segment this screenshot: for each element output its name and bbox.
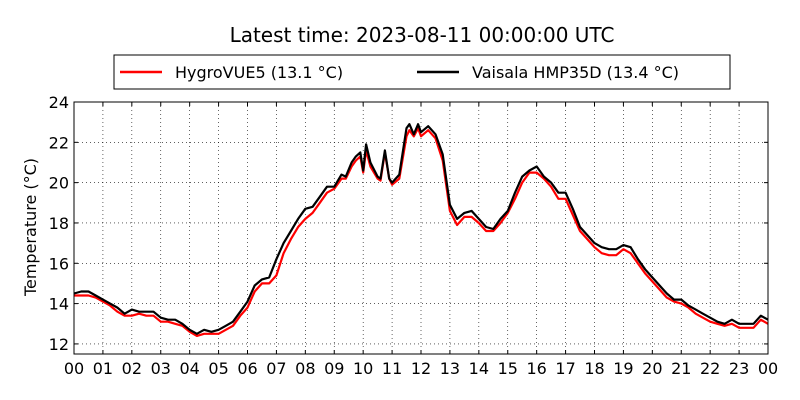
x-tick-label: 07	[266, 359, 286, 378]
x-tick-label: 09	[324, 359, 344, 378]
series-line-hygrovue5	[74, 127, 769, 337]
x-tick-label: 16	[526, 359, 546, 378]
x-tick-labels: 00 01 02 03 04 05 06 07 08 09 10 11 12 13 14 15 16 17 18 19…	[64, 359, 778, 378]
grid	[74, 102, 768, 354]
y-tick-label: 16	[49, 254, 69, 273]
legend-label-hygrovue5: HygroVUE5 (13.1 °C)	[175, 63, 343, 82]
x-tick-label: 23	[729, 359, 749, 378]
x-tick-label: 04	[179, 359, 199, 378]
x-tick-label: 08	[295, 359, 315, 378]
legend: HygroVUE5 (13.1 °C) Vaisala HMP35D (13.4…	[113, 54, 731, 90]
x-tick-label: 12	[411, 359, 431, 378]
x-tick-label: 02	[122, 359, 142, 378]
x-tick-label: 05	[208, 359, 228, 378]
x-tick-label: 22	[700, 359, 720, 378]
y-tick-label: 12	[49, 335, 69, 354]
y-tick-label: 20	[49, 174, 69, 193]
x-tick-label: 21	[671, 359, 691, 378]
x-tick-label: 15	[498, 359, 518, 378]
legend-label-hmp35d: Vaisala HMP35D (13.4 °C)	[472, 63, 679, 82]
x-tick-label: 18	[584, 359, 604, 378]
y-tick-label: 24	[49, 93, 69, 112]
x-tick-label: 06	[237, 359, 257, 378]
axis-ticks	[73, 101, 769, 354]
x-tick-label: 03	[151, 359, 171, 378]
x-tick-label: 10	[353, 359, 373, 378]
x-tick-label: 11	[382, 359, 402, 378]
x-tick-label: 20	[642, 359, 662, 378]
chart-title: Latest time: 2023-08-11 00:00:00 UTC	[230, 23, 615, 47]
series-line-hmp35d	[73, 123, 769, 335]
y-tick-label: 14	[49, 295, 69, 314]
series-lines	[73, 123, 769, 337]
y-tick-label: 22	[49, 133, 69, 152]
plot-frame	[73, 101, 769, 355]
x-tick-label: 00	[64, 359, 84, 378]
x-tick-label: 17	[555, 359, 575, 378]
x-tick-label: 01	[93, 359, 113, 378]
legend-box	[113, 54, 731, 90]
x-tick-label: 13	[440, 359, 460, 378]
y-tick-label: 18	[49, 214, 69, 233]
x-tick-label: 19	[613, 359, 633, 378]
x-tick-label: 00	[758, 359, 778, 378]
y-tick-labels: 12 14 16 18 20 22 24	[49, 93, 69, 354]
x-tick-label: 14	[469, 359, 489, 378]
y-axis-label: Temperature (°C)	[21, 158, 40, 297]
